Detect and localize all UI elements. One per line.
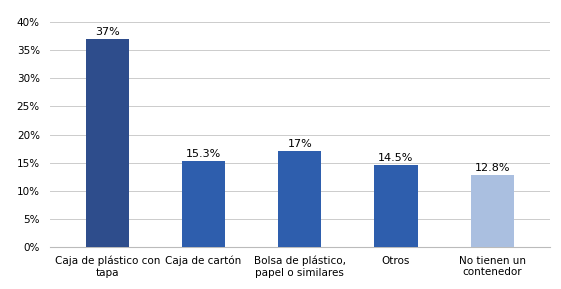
Text: 14.5%: 14.5%: [378, 153, 413, 163]
Bar: [182, 161, 225, 247]
Bar: [278, 151, 321, 247]
Bar: [471, 175, 514, 247]
Text: 37%: 37%: [95, 27, 119, 37]
Text: 17%: 17%: [287, 139, 312, 149]
Bar: [86, 39, 129, 247]
Text: 12.8%: 12.8%: [475, 163, 510, 173]
Bar: [374, 165, 417, 247]
Text: 15.3%: 15.3%: [186, 149, 221, 159]
